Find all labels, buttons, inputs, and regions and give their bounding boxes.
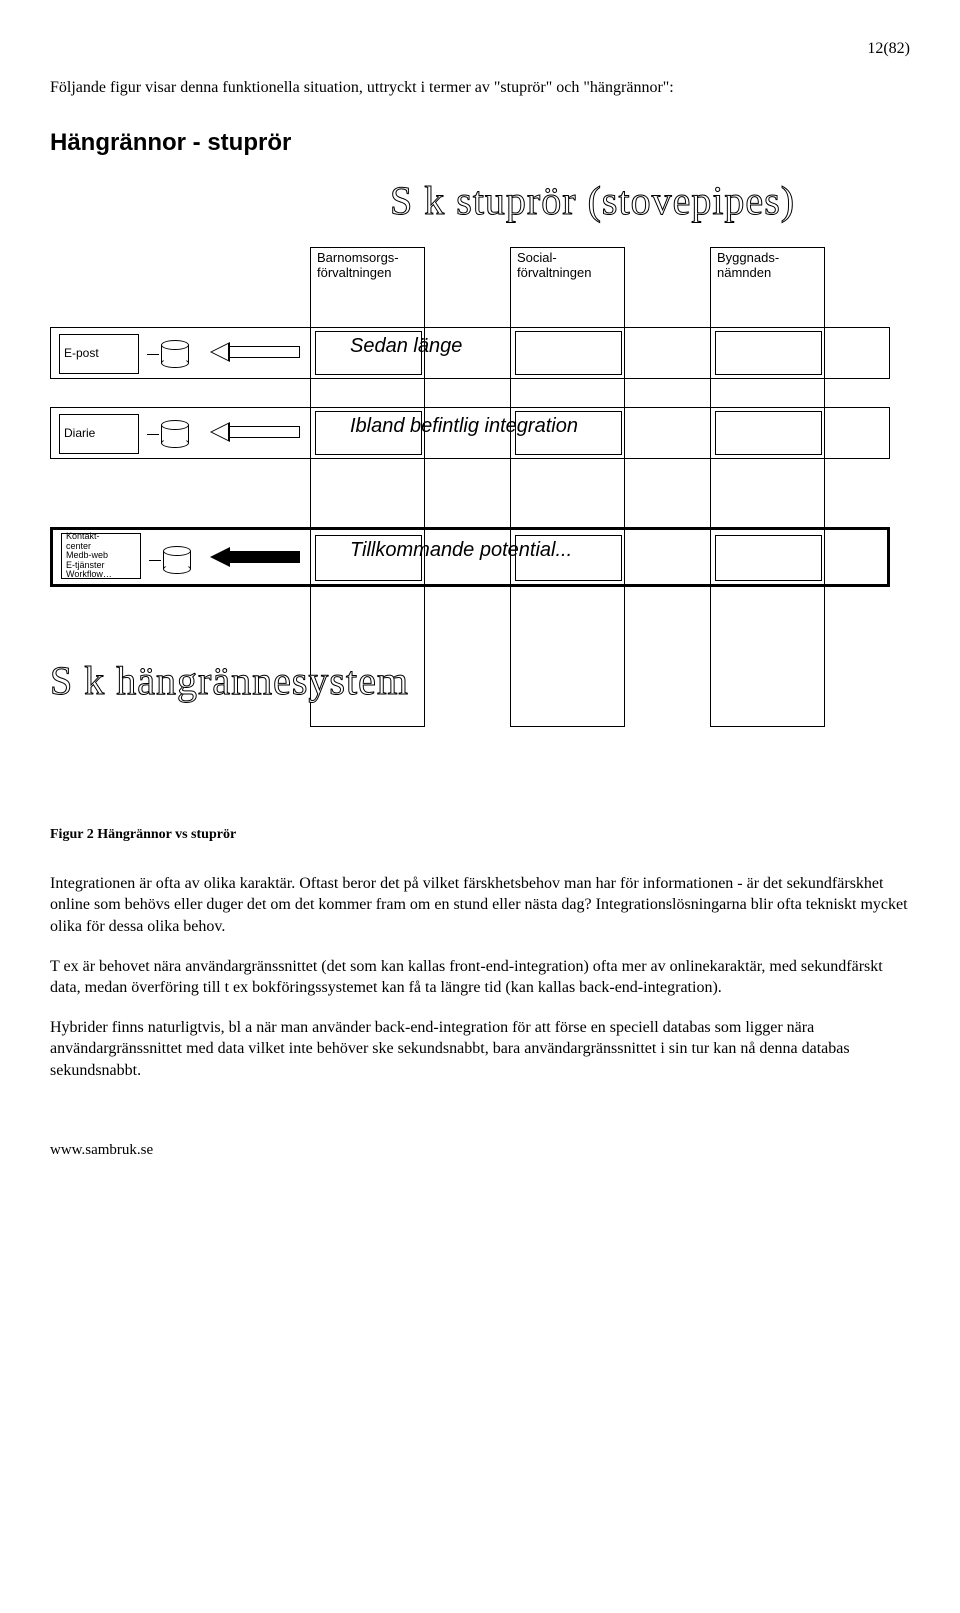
paragraph-3: Hybrider finns naturligtvis, bl a när ma… [50,1017,910,1082]
outline-text-top: S k stuprör (stovepipes) [390,177,795,224]
slot [715,331,822,375]
pillar-3: Byggnads- nämnden [710,247,825,727]
arrow-outline [210,422,300,442]
diagram: S k stuprör (stovepipes) Barnomsorgs- fö… [50,177,910,817]
pillar-3-label: Byggnads- nämnden [717,246,818,281]
cylinder-icon [161,420,189,448]
slot [715,535,822,581]
arrow-black [210,547,300,567]
pillar-2-label: Social- förvaltningen [517,246,618,281]
slot [715,411,822,455]
pillar-2: Social- förvaltningen [510,247,625,727]
row-epost-box: E-post [59,334,139,374]
arrow-text-3: Tillkommande potential... [350,539,572,562]
paragraph-2: T ex är behovet nära användargränssnitte… [50,956,910,999]
paragraph-1: Integrationen är ofta av olika karaktär.… [50,873,910,938]
figure-caption: Figur 2 Hängrännor vs stuprör [50,827,910,843]
row-epost: E-post [50,327,890,379]
row-diarie-box: Diarie [59,414,139,454]
arrow-text-1: Sedan länge [350,335,462,358]
outline-text-bottom: S k hängrännesystem [50,657,409,704]
page-number: 12(82) [50,40,910,58]
row-kontakt-box: Kontakt- center Medb-web E-tjänster Work… [61,533,141,579]
slot [515,331,622,375]
pillar-1: Barnomsorgs- förvaltningen [310,247,425,727]
footer-url: www.sambruk.se [50,1142,910,1159]
pillar-1-label: Barnomsorgs- förvaltningen [317,246,418,281]
arrow-text-2: Ibland befintlig integration [350,415,578,438]
intro-text: Följande figur visar denna funktionella … [50,78,910,99]
cylinder-icon [161,340,189,368]
arrow-outline [210,342,300,362]
diagram-title: Hängrännor - stuprör [50,129,910,157]
cylinder-icon [163,546,191,574]
